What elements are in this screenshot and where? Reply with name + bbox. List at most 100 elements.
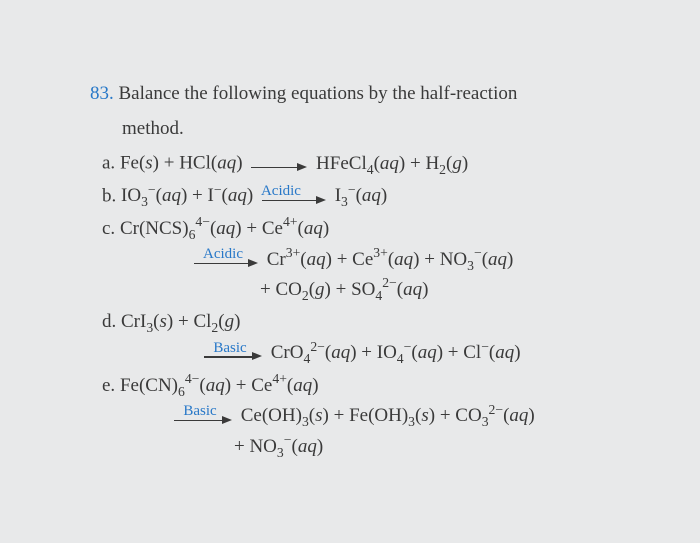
- arrow-head: [316, 196, 326, 204]
- arrow-head: [248, 259, 258, 267]
- t: CrO: [271, 342, 304, 363]
- arrow-icon: Acidic: [194, 245, 258, 275]
- part-c-lhs: Cr(NCS)64−(aq) + Ce4+(aq): [120, 218, 329, 239]
- t: ): [236, 153, 242, 174]
- arrow-head: [252, 352, 262, 360]
- part-e-rhs-2: + NO3−(aq): [234, 436, 323, 457]
- part-a-label: a.: [102, 153, 115, 174]
- t: ): [507, 249, 513, 270]
- arrow-line: [204, 356, 252, 357]
- question-stem-line-2: method.: [90, 115, 660, 144]
- sub: 3: [341, 194, 348, 209]
- t: Fe(: [120, 153, 145, 174]
- state: s: [160, 311, 167, 332]
- sub: 6: [178, 383, 185, 398]
- question-block: 83. Balance the following equations by t…: [0, 0, 700, 503]
- state: aq: [206, 375, 225, 396]
- t: Fe(CN): [120, 375, 178, 396]
- sub: 3: [277, 445, 284, 460]
- part-c-line-2: Acidic Cr3+(aq) + Ce3+(aq) + NO3−(aq): [90, 245, 660, 276]
- t: ): [528, 405, 534, 426]
- state: aq: [488, 249, 507, 270]
- charge: 3+: [373, 245, 388, 260]
- t: ) + Ce: [235, 218, 283, 239]
- arrow-line: [194, 263, 248, 264]
- t: ) + HCl(: [153, 153, 218, 174]
- charge: 2−: [382, 275, 397, 290]
- state: aq: [331, 342, 350, 363]
- t: Cr: [267, 249, 286, 270]
- part-b-rhs: I3−(aq): [335, 185, 388, 206]
- part-d-rhs: CrO42−(aq) + IO4−(aq) + Cl−(aq): [271, 342, 521, 363]
- t: HFeCl: [316, 153, 367, 174]
- t: ) + CO: [429, 405, 482, 426]
- part-d: d. CrI3(s) + Cl2(g): [90, 308, 660, 338]
- t: ) + I: [181, 185, 214, 206]
- t: ): [381, 185, 387, 206]
- arrow-line: [251, 167, 297, 168]
- t: ) + Fe(OH): [323, 405, 409, 426]
- t: + NO: [234, 436, 277, 457]
- charge: −: [148, 182, 156, 197]
- charge: 4+: [283, 214, 298, 229]
- part-e-rhs-1: Ce(OH)3(s) + Fe(OH)3(s) + CO32−(aq): [241, 405, 535, 426]
- sub: 2: [302, 288, 309, 303]
- state: g: [225, 311, 235, 332]
- sub: 3: [141, 194, 148, 209]
- state: g: [452, 153, 462, 174]
- charge: 2−: [310, 339, 325, 354]
- t: Cr(NCS): [120, 218, 189, 239]
- part-e: e. Fe(CN)64−(aq) + Ce4+(aq): [90, 372, 660, 402]
- state: s: [315, 405, 322, 426]
- state: aq: [380, 153, 399, 174]
- t: ) + Ce: [326, 249, 374, 270]
- t: ): [323, 218, 329, 239]
- part-c-label: c.: [102, 218, 115, 239]
- state: g: [315, 279, 325, 300]
- arrow-icon: Acidic: [262, 182, 326, 212]
- sub: 3: [482, 414, 489, 429]
- part-c: c. Cr(NCS)64−(aq) + Ce4+(aq): [90, 215, 660, 245]
- arrow-icon: Basic: [204, 339, 262, 369]
- state: aq: [495, 342, 514, 363]
- part-a-rhs: HFeCl4(aq) + H2(g): [316, 153, 468, 174]
- state: aq: [216, 218, 235, 239]
- part-d-line-2: Basic CrO42−(aq) + IO4−(aq) + Cl−(aq): [90, 339, 660, 370]
- part-e-lhs: Fe(CN)64−(aq) + Ce4+(aq): [120, 375, 319, 396]
- charge: 4−: [195, 214, 210, 229]
- state: aq: [509, 405, 528, 426]
- t: + CO: [260, 279, 302, 300]
- state: aq: [394, 249, 413, 270]
- charge: 4−: [185, 371, 200, 386]
- state: s: [421, 405, 428, 426]
- state: aq: [298, 436, 317, 457]
- part-d-lhs: CrI3(s) + Cl2(g): [121, 311, 240, 332]
- t: ): [514, 342, 520, 363]
- question-number: 83.: [90, 83, 114, 104]
- charge: 3+: [286, 245, 301, 260]
- part-b-lhs: IO3−(aq) + I−(aq): [121, 185, 258, 206]
- part-e-label: e.: [102, 375, 115, 396]
- charge: −: [284, 432, 292, 447]
- sub: 4: [375, 288, 382, 303]
- sub: 4: [367, 161, 374, 176]
- state: aq: [293, 375, 312, 396]
- part-b: b. IO3−(aq) + I−(aq) Acidic I3−(aq): [90, 182, 660, 213]
- sub: 4: [397, 351, 404, 366]
- state: s: [145, 153, 152, 174]
- part-a: a. Fe(s) + HCl(aq) HFeCl4(aq) + H2(g): [90, 149, 660, 180]
- question-stem-line-1: 83. Balance the following equations by t…: [90, 80, 660, 109]
- part-e-line-3: + NO3−(aq): [90, 433, 660, 463]
- t: Ce(OH): [241, 405, 302, 426]
- t: ): [247, 185, 253, 206]
- t: ): [462, 153, 468, 174]
- charge: −: [404, 339, 412, 354]
- arrow-head: [297, 163, 307, 171]
- charge: 4+: [272, 371, 287, 386]
- state: aq: [162, 185, 181, 206]
- t: ) + Cl: [167, 311, 212, 332]
- t: ) + H: [399, 153, 439, 174]
- state: aq: [307, 249, 326, 270]
- t: CrI: [121, 311, 146, 332]
- state: aq: [217, 153, 236, 174]
